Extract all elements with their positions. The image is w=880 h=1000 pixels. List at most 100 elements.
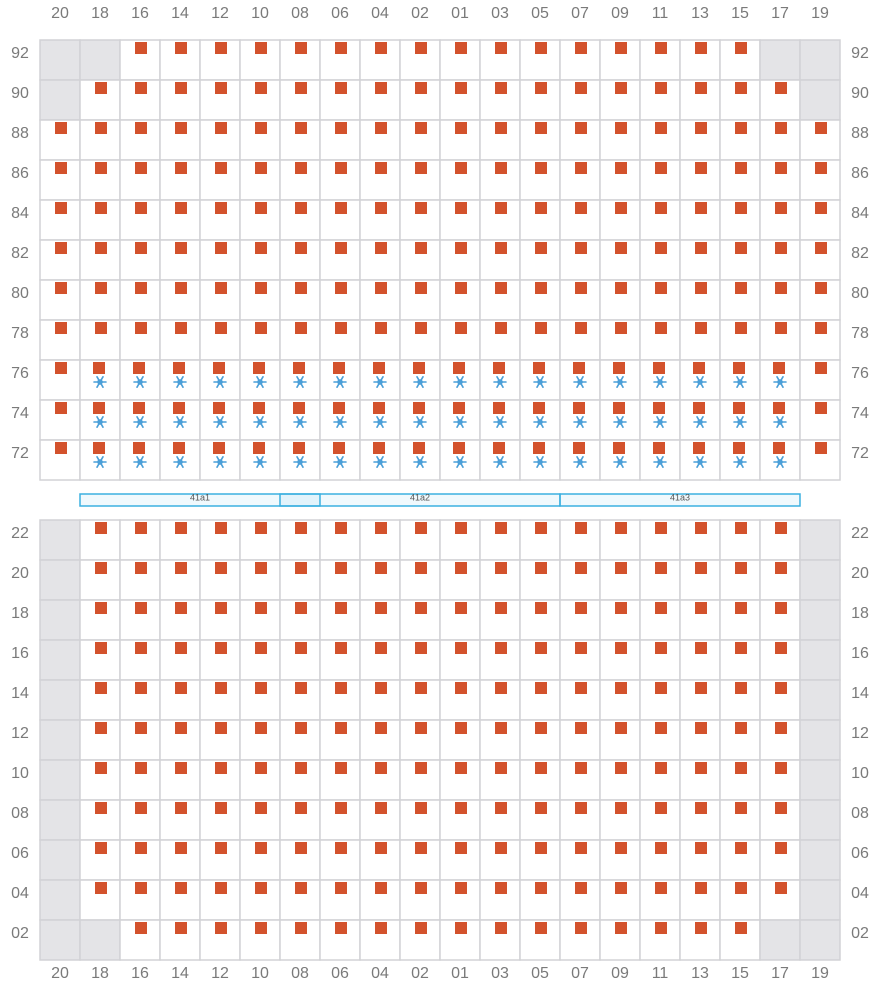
slot-marker xyxy=(615,722,627,734)
slot-cell[interactable] xyxy=(199,199,241,241)
slot-cell[interactable] xyxy=(799,239,841,281)
slot-marker xyxy=(175,922,187,934)
blocked-cell xyxy=(39,599,81,641)
slot-marker xyxy=(375,922,387,934)
slot-marker xyxy=(655,162,667,174)
row-label: 84 xyxy=(11,205,29,222)
slot-marker xyxy=(455,42,467,54)
slot-marker xyxy=(295,722,307,734)
slot-marker xyxy=(215,82,227,94)
slot-marker xyxy=(375,762,387,774)
slot-cell[interactable] xyxy=(319,599,361,641)
slot-marker xyxy=(533,442,545,454)
slot-marker xyxy=(173,402,185,414)
slot-marker xyxy=(773,442,785,454)
slot-marker xyxy=(535,922,547,934)
slot-marker xyxy=(615,762,627,774)
slot-marker xyxy=(495,802,507,814)
slot-marker xyxy=(173,442,185,454)
slot-cell[interactable] xyxy=(79,79,121,121)
slot-cell[interactable] xyxy=(719,159,761,201)
slot-cell[interactable] xyxy=(279,919,321,961)
slot-marker xyxy=(95,762,107,774)
slot-marker xyxy=(615,162,627,174)
slot-marker xyxy=(775,642,787,654)
cold-icon-core xyxy=(497,419,503,425)
column-label: 09 xyxy=(611,5,629,22)
column-label: 13 xyxy=(691,965,709,982)
cold-icon-core xyxy=(137,419,143,425)
blocked-cell xyxy=(799,39,841,81)
blocked-cell xyxy=(79,39,121,81)
cold-icon-core xyxy=(137,379,143,385)
slot-cell[interactable] xyxy=(239,79,281,121)
slot-marker xyxy=(335,722,347,734)
column-label: 06 xyxy=(331,965,349,982)
slot-marker xyxy=(415,122,427,134)
slot-marker xyxy=(333,362,345,374)
cold-icon xyxy=(93,376,107,388)
row-label: 84 xyxy=(851,205,869,222)
slot-marker xyxy=(695,802,707,814)
slot-marker xyxy=(815,442,827,454)
row-label: 14 xyxy=(851,685,869,702)
slot-marker xyxy=(415,322,427,334)
slot-marker xyxy=(95,522,107,534)
slot-marker xyxy=(293,442,305,454)
slot-marker xyxy=(615,42,627,54)
cold-icon xyxy=(173,416,187,428)
slot-marker xyxy=(95,242,107,254)
cold-icon-core xyxy=(417,379,423,385)
slot-marker xyxy=(175,602,187,614)
slot-marker xyxy=(375,562,387,574)
slot-marker xyxy=(415,882,427,894)
row-label: 06 xyxy=(11,845,29,862)
cold-icon-core xyxy=(217,379,223,385)
row-label: 82 xyxy=(851,245,869,262)
cold-icon-core xyxy=(657,419,663,425)
slot-cell[interactable] xyxy=(639,79,681,121)
cold-icon xyxy=(413,376,427,388)
slot-marker xyxy=(455,722,467,734)
slot-cell[interactable] xyxy=(719,559,761,601)
slot-cell[interactable] xyxy=(159,199,201,241)
slot-cell[interactable] xyxy=(519,879,561,921)
slot-marker xyxy=(733,402,745,414)
zone-band[interactable] xyxy=(559,493,801,507)
slot-marker xyxy=(215,322,227,334)
slot-cell[interactable] xyxy=(319,919,361,961)
cold-icon-core xyxy=(297,379,303,385)
slot-marker xyxy=(295,282,307,294)
slot-marker xyxy=(735,882,747,894)
slot-marker xyxy=(295,322,307,334)
slot-marker xyxy=(135,882,147,894)
slot-marker xyxy=(255,642,267,654)
slot-marker xyxy=(415,642,427,654)
row-label: 76 xyxy=(11,365,29,382)
cold-icon-core xyxy=(617,419,623,425)
slot-marker xyxy=(735,122,747,134)
slot-cell[interactable] xyxy=(519,199,561,241)
slot-cell[interactable] xyxy=(119,119,161,161)
slot-marker xyxy=(215,802,227,814)
slot-marker xyxy=(695,762,707,774)
slot-marker xyxy=(175,162,187,174)
row-label: 14 xyxy=(11,685,29,702)
slot-cell[interactable] xyxy=(359,559,401,601)
slot-marker xyxy=(215,122,227,134)
row-label: 16 xyxy=(11,645,29,662)
slot-marker xyxy=(135,682,147,694)
slot-cell[interactable] xyxy=(399,159,441,201)
row-label: 82 xyxy=(11,245,29,262)
zone-band[interactable] xyxy=(79,493,321,507)
column-label: 02 xyxy=(411,5,429,22)
cold-icon xyxy=(733,456,747,468)
column-label: 10 xyxy=(251,965,269,982)
slot-marker xyxy=(615,82,627,94)
slot-marker xyxy=(615,202,627,214)
slot-marker xyxy=(175,202,187,214)
cold-icon xyxy=(493,456,507,468)
slot-marker xyxy=(735,202,747,214)
slot-cell[interactable] xyxy=(399,239,441,281)
slot-marker xyxy=(615,562,627,574)
